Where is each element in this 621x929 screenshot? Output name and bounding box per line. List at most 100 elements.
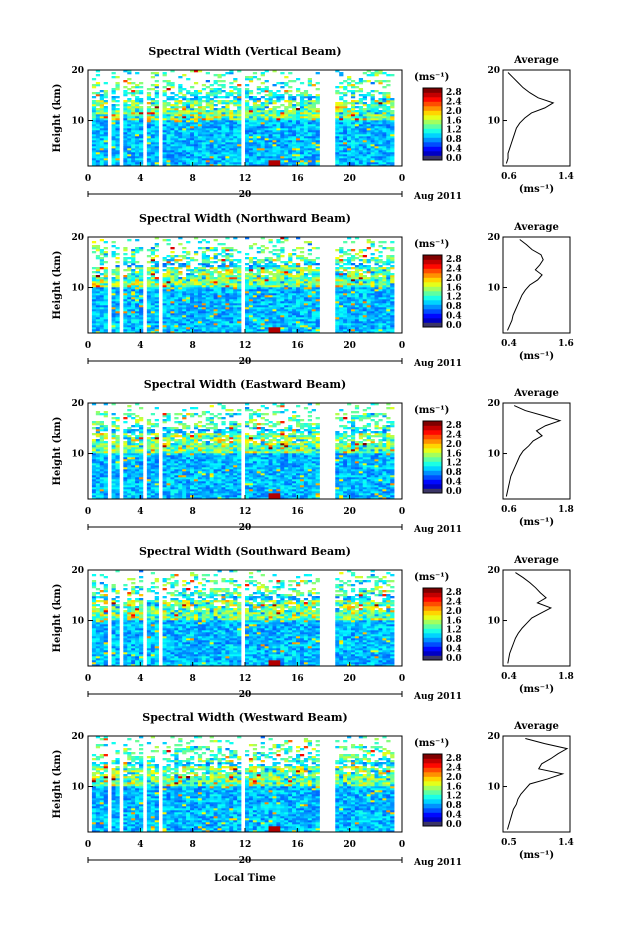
- heatmap-cell: [288, 128, 293, 131]
- heatmap-cell: [366, 301, 371, 304]
- heatmap-cell: [190, 299, 195, 302]
- heatmap-cell: [237, 142, 242, 145]
- heatmap-cell: [221, 90, 226, 93]
- heatmap-cell: [205, 301, 210, 304]
- heatmap-cell: [248, 92, 254, 95]
- heatmap-cell: [350, 287, 356, 290]
- heatmap-cell: [307, 156, 313, 159]
- heatmap-cell: [362, 144, 367, 147]
- heatmap-cell: [213, 279, 218, 282]
- heatmap-cell: [350, 116, 356, 119]
- heatmap-cell: [103, 285, 108, 288]
- heatmap-cell: [245, 323, 250, 326]
- heatmap-cell: [382, 100, 387, 103]
- heatmap-cell: [284, 303, 289, 306]
- heatmap-cell: [350, 319, 356, 322]
- heatmap-cell: [154, 261, 159, 264]
- heatmap-cell: [268, 327, 273, 330]
- heatmap-cell: [225, 130, 230, 133]
- heatmap-cell: [354, 126, 360, 129]
- heatmap-cell: [146, 156, 152, 159]
- heatmap-cell: [260, 295, 265, 298]
- heatmap-cell: [307, 104, 313, 107]
- heatmap-cell: [190, 108, 195, 111]
- heatmap-cell: [256, 146, 261, 149]
- heatmap-cell: [201, 263, 207, 266]
- heatmap-cell: [386, 138, 391, 141]
- heatmap-cell: [252, 158, 258, 161]
- heatmap-cell: [292, 100, 297, 103]
- heatmap-cell: [256, 108, 261, 111]
- heatmap-cell: [150, 146, 156, 149]
- heatmap-cell: [182, 293, 187, 296]
- heatmap-cell: [103, 94, 108, 97]
- heatmap-cell: [139, 307, 144, 310]
- heatmap-cell: [335, 160, 340, 163]
- heatmap-cell: [95, 140, 101, 143]
- heatmap-cell: [190, 158, 195, 161]
- heatmap-cell: [233, 281, 238, 284]
- heatmap-cell: [366, 327, 371, 330]
- heatmap-cell: [386, 152, 391, 155]
- heatmap-cell: [296, 255, 301, 258]
- heatmap-cell: [190, 321, 195, 324]
- heatmap-cell: [150, 317, 156, 320]
- heatmap-cell: [237, 128, 242, 131]
- heatmap-cell: [131, 116, 136, 119]
- heatmap-cell: [335, 162, 340, 165]
- heatmap-cell: [347, 140, 352, 143]
- heatmap-cell: [382, 120, 387, 123]
- colorbar-swatch: [423, 137, 442, 143]
- heatmap-cell: [111, 138, 116, 141]
- heatmap-cell: [225, 311, 230, 314]
- heatmap-cell: [339, 98, 344, 101]
- heatmap-cell: [205, 110, 210, 113]
- heatmap-cell: [311, 156, 316, 159]
- heatmap-cell: [103, 128, 108, 131]
- heatmap-cell: [343, 114, 348, 117]
- heatmap-cell: [292, 327, 297, 330]
- heatmap-cell: [229, 303, 234, 306]
- heatmap-cell: [264, 263, 269, 266]
- heatmap-cell: [99, 148, 104, 151]
- heatmap-cell: [296, 279, 301, 282]
- heatmap-cell: [276, 277, 281, 280]
- heatmap-cell: [303, 164, 309, 167]
- heatmap-cell: [225, 323, 230, 326]
- heatmap-cell: [209, 285, 214, 288]
- x-tick-label: 0: [85, 174, 91, 184]
- heatmap-cell: [284, 323, 289, 326]
- heatmap-cell: [292, 307, 297, 310]
- heatmap-cell: [162, 142, 167, 145]
- heatmap-cell: [350, 162, 356, 165]
- heatmap-cell: [166, 148, 171, 151]
- heatmap-cell: [170, 150, 175, 153]
- heatmap-cell: [221, 84, 226, 87]
- heatmap-cell: [131, 309, 136, 312]
- heatmap-cell: [362, 160, 367, 163]
- heatmap-cell: [91, 285, 97, 288]
- heatmap-cell: [95, 305, 101, 308]
- heatmap-cell: [272, 162, 277, 165]
- heatmap-cell: [225, 247, 230, 250]
- heatmap-cell: [237, 102, 242, 105]
- heatmap-cell: [260, 110, 265, 113]
- heatmap-cell: [150, 253, 156, 256]
- heatmap-cell: [280, 291, 285, 294]
- heatmap-cell: [382, 106, 387, 109]
- heatmap-cell: [103, 291, 108, 294]
- heatmap-cell: [245, 289, 250, 292]
- heatmap-cell: [193, 289, 199, 292]
- heatmap-cell: [347, 82, 352, 85]
- heatmap-cell: [186, 323, 191, 326]
- heatmap-cell: [366, 160, 371, 163]
- heatmap-cell: [256, 247, 261, 250]
- heatmap-cell: [150, 275, 156, 278]
- heatmap-cell: [335, 277, 340, 280]
- heatmap-cell: [284, 130, 289, 133]
- heatmap-cell: [146, 301, 152, 304]
- heatmap-cell: [311, 319, 316, 322]
- heatmap-cell: [268, 263, 273, 266]
- heatmap-cell: [103, 96, 108, 99]
- heatmap-cell: [280, 287, 285, 290]
